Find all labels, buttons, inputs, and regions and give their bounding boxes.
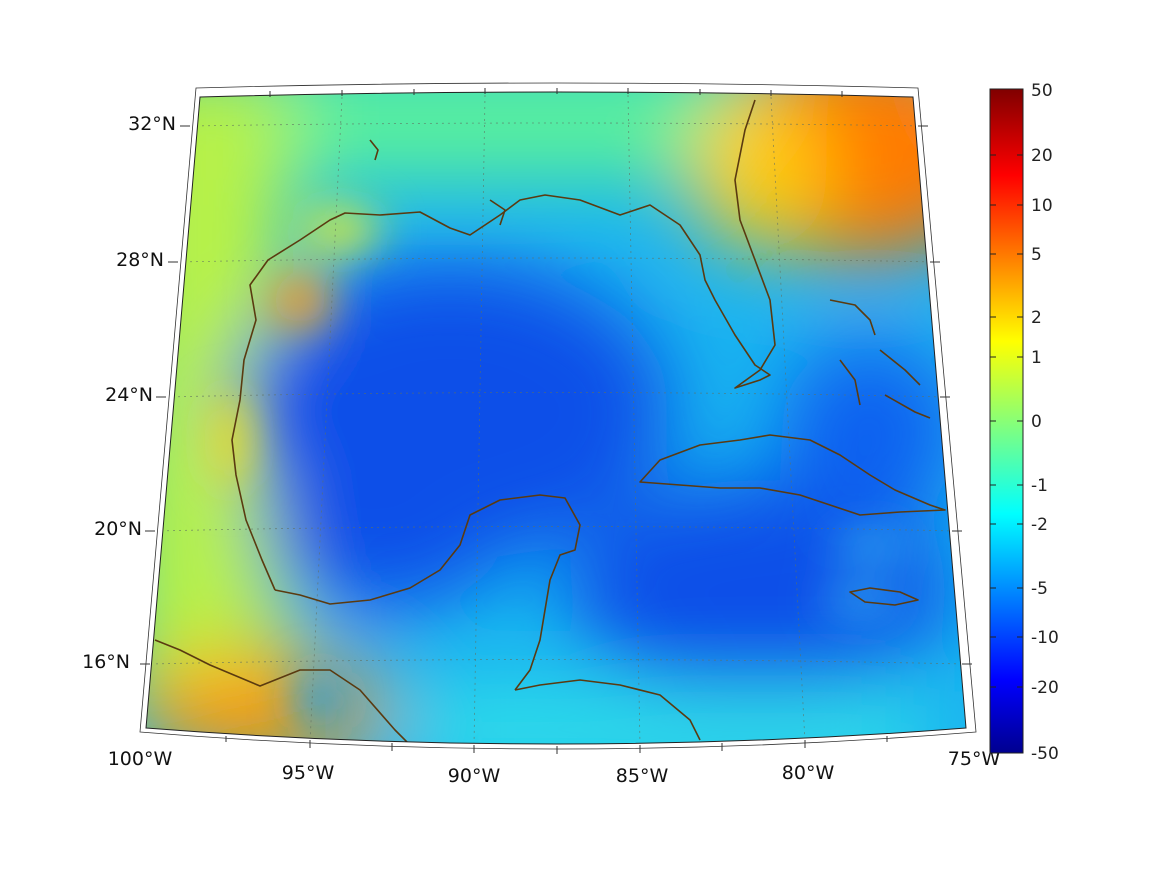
colorbar-tick: -50: [1031, 744, 1059, 764]
lat-label-28: 28°N: [116, 249, 164, 271]
colorbar-tick: -5: [1031, 579, 1048, 599]
lon-label-95: 95°W: [282, 762, 335, 784]
colorbar-tick: 10: [1031, 196, 1053, 216]
colorbar: 50 20 10 5 2 1 0 -1 -2 -5 -10 -20 -50: [989, 81, 1059, 764]
colorbar-tick: 2: [1031, 308, 1042, 328]
lat-label-32: 32°N: [128, 113, 176, 135]
lon-label-100: 100°W: [108, 748, 173, 770]
lon-label-75: 75°W: [948, 748, 1001, 770]
lat-label-20: 20°N: [94, 518, 142, 540]
colorbar-tick: 1: [1031, 348, 1042, 368]
colorbar-tick: 20: [1031, 146, 1053, 166]
colorbar-tick: -10: [1031, 628, 1059, 648]
map-panel: [139, 82, 977, 754]
lon-label-85: 85°W: [616, 765, 669, 787]
map-frame: [145, 91, 967, 745]
colorbar-tick: 50: [1031, 81, 1053, 101]
colorbar-tick: -20: [1031, 678, 1059, 698]
lon-label-90: 90°W: [448, 765, 501, 787]
colorbar-tick: 0: [1031, 412, 1042, 432]
latitude-labels: 32°N 28°N 24°N 20°N 16°N: [82, 113, 176, 673]
colorbar-tick: 5: [1031, 245, 1042, 265]
lat-label-16: 16°N: [82, 651, 130, 673]
colorbar-tick: -2: [1031, 515, 1048, 535]
coastlines: [154, 99, 946, 744]
graticule: [149, 94, 966, 744]
colorbar-tick: -1: [1031, 476, 1048, 496]
lon-label-80: 80°W: [782, 762, 835, 784]
lat-label-24: 24°N: [105, 384, 153, 406]
longitude-labels: 100°W 95°W 90°W 85°W 80°W 75°W: [108, 748, 1001, 787]
